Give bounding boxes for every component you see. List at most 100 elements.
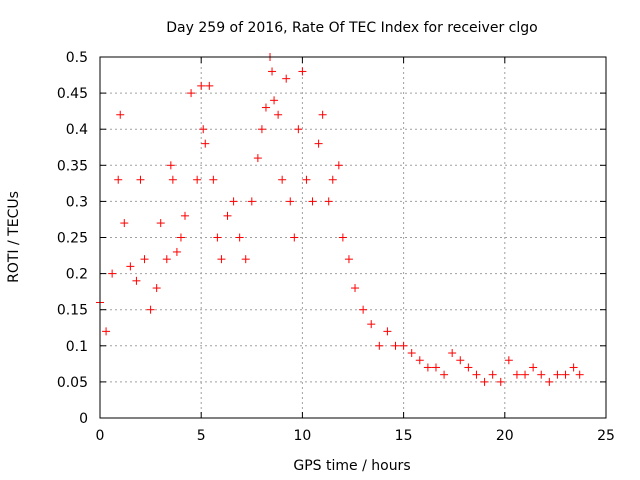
data-point <box>114 175 123 184</box>
x-axis-title: GPS time / hours <box>293 458 410 474</box>
data-point <box>162 255 171 264</box>
y-tick-label: 0.2 <box>66 267 88 283</box>
data-point <box>512 370 521 379</box>
data-point <box>308 197 317 206</box>
data-point <box>367 320 376 329</box>
data-point <box>108 269 117 278</box>
data-point <box>140 255 149 264</box>
data-point <box>383 327 392 336</box>
data-point <box>146 305 155 314</box>
data-point <box>156 219 165 228</box>
data-point <box>521 370 530 379</box>
data-point <box>334 161 343 170</box>
data-point <box>199 125 208 134</box>
data-point <box>553 370 562 379</box>
data-point <box>415 356 424 365</box>
y-tick-label: 0.4 <box>66 122 88 138</box>
data-point <box>286 197 295 206</box>
data-point <box>529 363 538 372</box>
data-point <box>282 74 291 83</box>
x-tick-label: 15 <box>395 428 413 444</box>
y-tick-label: 0.05 <box>57 375 88 391</box>
data-point <box>166 161 175 170</box>
data-point <box>351 284 360 293</box>
data-point <box>187 89 196 98</box>
y-tick-label: 0.1 <box>66 339 88 355</box>
data-point <box>253 154 262 163</box>
data-point <box>431 363 440 372</box>
data-point <box>290 233 299 242</box>
data-point <box>136 175 145 184</box>
x-tick-label: 20 <box>496 428 514 444</box>
data-point <box>268 67 277 76</box>
data-point <box>318 110 327 119</box>
data-point <box>172 247 181 256</box>
grid-layer <box>100 57 606 418</box>
y-tick-label: 0.3 <box>66 194 88 210</box>
data-point <box>168 175 177 184</box>
data-point <box>294 125 303 134</box>
data-point <box>375 341 384 350</box>
y-axis-title: ROTI / TECUs <box>6 191 22 283</box>
y-tick-label: 0.25 <box>57 231 88 247</box>
data-point <box>278 175 287 184</box>
data-point <box>274 110 283 119</box>
data-point <box>176 233 185 242</box>
data-point <box>496 377 505 386</box>
data-point <box>359 305 368 314</box>
data-point <box>298 67 307 76</box>
data-point <box>561 370 570 379</box>
data-point <box>302 175 311 184</box>
data-point <box>229 197 238 206</box>
y-tick-label: 0.45 <box>57 86 88 102</box>
y-tick-label: 0.5 <box>66 50 88 66</box>
data-point <box>205 81 214 90</box>
data-point <box>324 197 333 206</box>
data-point <box>344 255 353 264</box>
data-point <box>235 233 244 242</box>
data-point <box>102 327 111 336</box>
data-point <box>126 262 135 271</box>
data-point <box>120 219 129 228</box>
data-point <box>456 356 465 365</box>
x-tick-label: 0 <box>96 428 105 444</box>
data-point <box>152 284 161 293</box>
data-point <box>575 370 584 379</box>
data-point <box>261 103 270 112</box>
data-point <box>132 276 141 285</box>
data-point <box>440 370 449 379</box>
data-point <box>209 175 218 184</box>
data-point <box>407 349 416 358</box>
data-point <box>391 341 400 350</box>
data-point <box>480 377 489 386</box>
data-point <box>223 211 232 220</box>
data-point <box>197 81 206 90</box>
data-point <box>537 370 546 379</box>
data-point <box>314 139 323 148</box>
data-point <box>488 370 497 379</box>
data-point <box>116 110 125 119</box>
data-point <box>423 363 432 372</box>
data-point <box>213 233 222 242</box>
data-point <box>399 341 408 350</box>
data-point <box>545 377 554 386</box>
data-marks <box>96 53 584 386</box>
data-point <box>247 197 256 206</box>
y-tick-label: 0.35 <box>57 158 88 174</box>
data-point <box>193 175 202 184</box>
x-tick-label: 25 <box>597 428 615 444</box>
data-point <box>241 255 250 264</box>
data-point <box>472 370 481 379</box>
data-point <box>181 211 190 220</box>
x-tick-label: 10 <box>293 428 311 444</box>
data-point <box>504 356 513 365</box>
axis-ticks: 0 5 10 15 20 25 0 0.05 0.1 0.15 0.2 0.25 0.3 0.35 0.4 0… <box>57 50 615 444</box>
data-point <box>217 255 226 264</box>
data-point <box>270 96 279 105</box>
y-tick-label: 0.15 <box>57 303 88 319</box>
y-tick-label: 0 <box>79 411 88 427</box>
x-tick-label: 5 <box>197 428 206 444</box>
chart-title: Day 259 of 2016, Rate Of TEC Index for r… <box>166 20 537 36</box>
data-point <box>201 139 210 148</box>
